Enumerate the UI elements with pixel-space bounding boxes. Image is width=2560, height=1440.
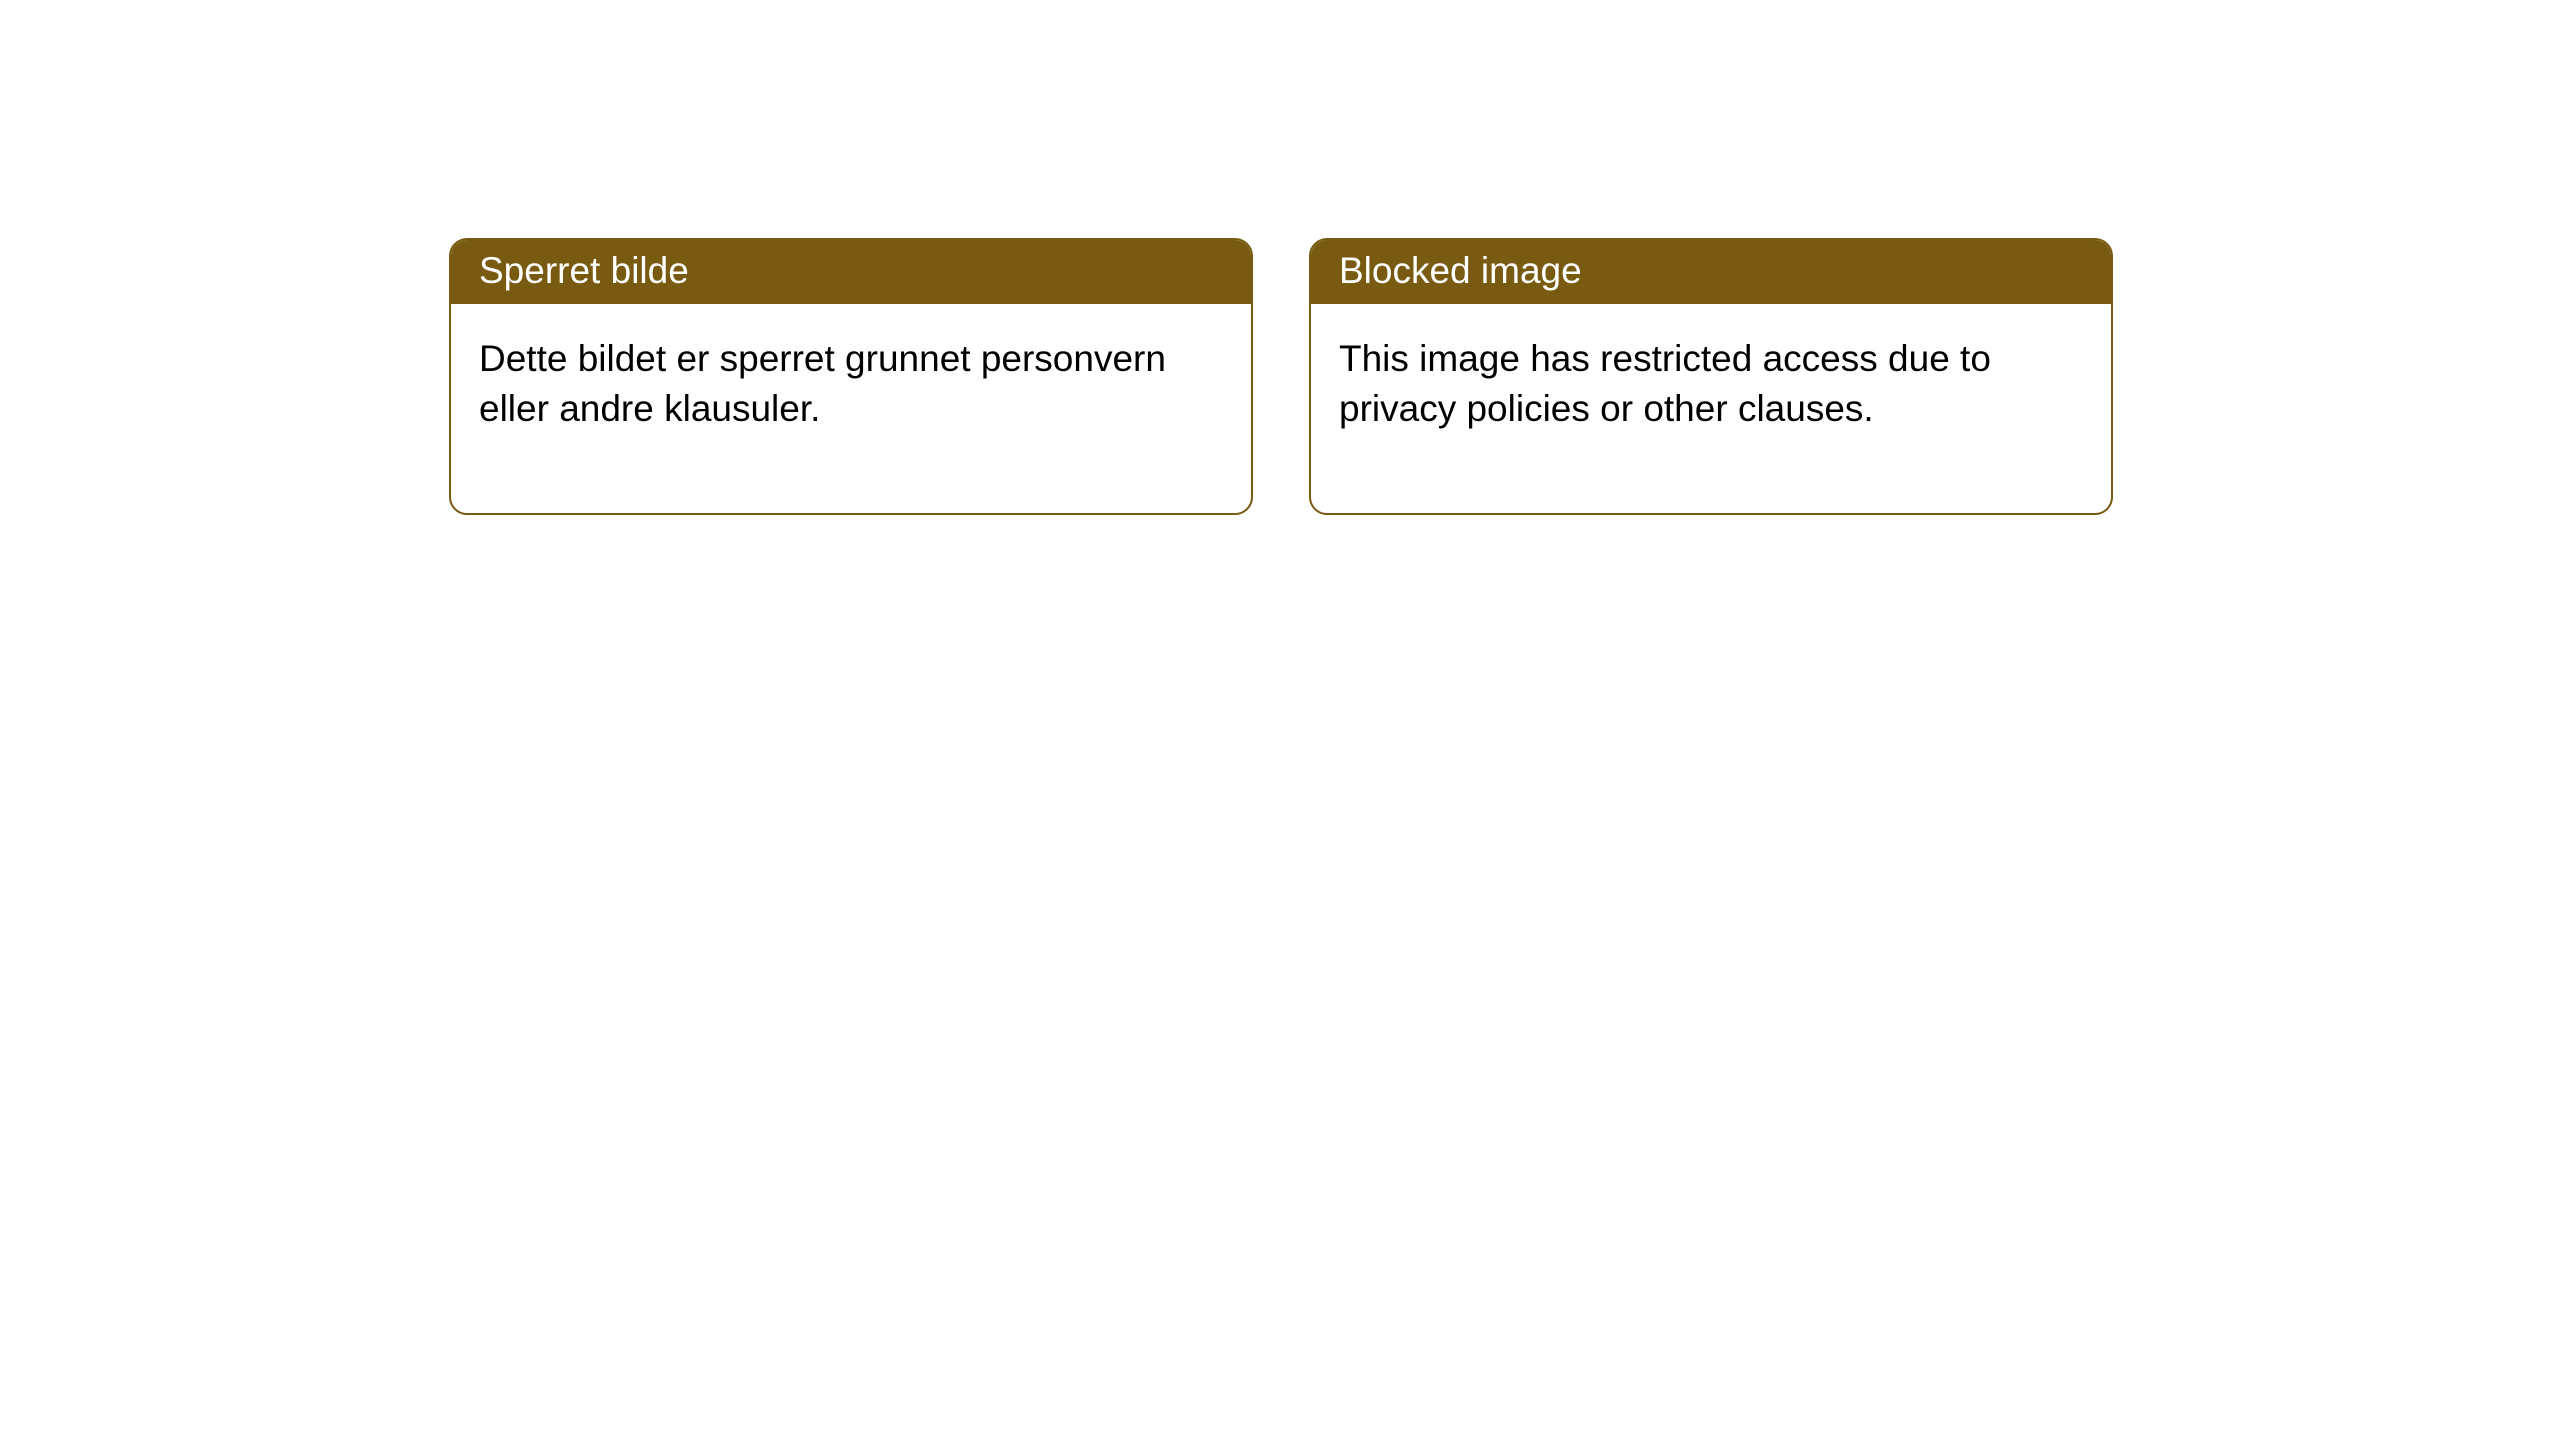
notice-card-norwegian: Sperret bilde Dette bildet er sperret gr… xyxy=(449,238,1253,515)
notice-title-norwegian: Sperret bilde xyxy=(451,240,1251,304)
notice-container: Sperret bilde Dette bildet er sperret gr… xyxy=(0,0,2560,515)
notice-body-english: This image has restricted access due to … xyxy=(1311,304,2111,513)
notice-body-norwegian: Dette bildet er sperret grunnet personve… xyxy=(451,304,1251,513)
notice-card-english: Blocked image This image has restricted … xyxy=(1309,238,2113,515)
notice-title-english: Blocked image xyxy=(1311,240,2111,304)
